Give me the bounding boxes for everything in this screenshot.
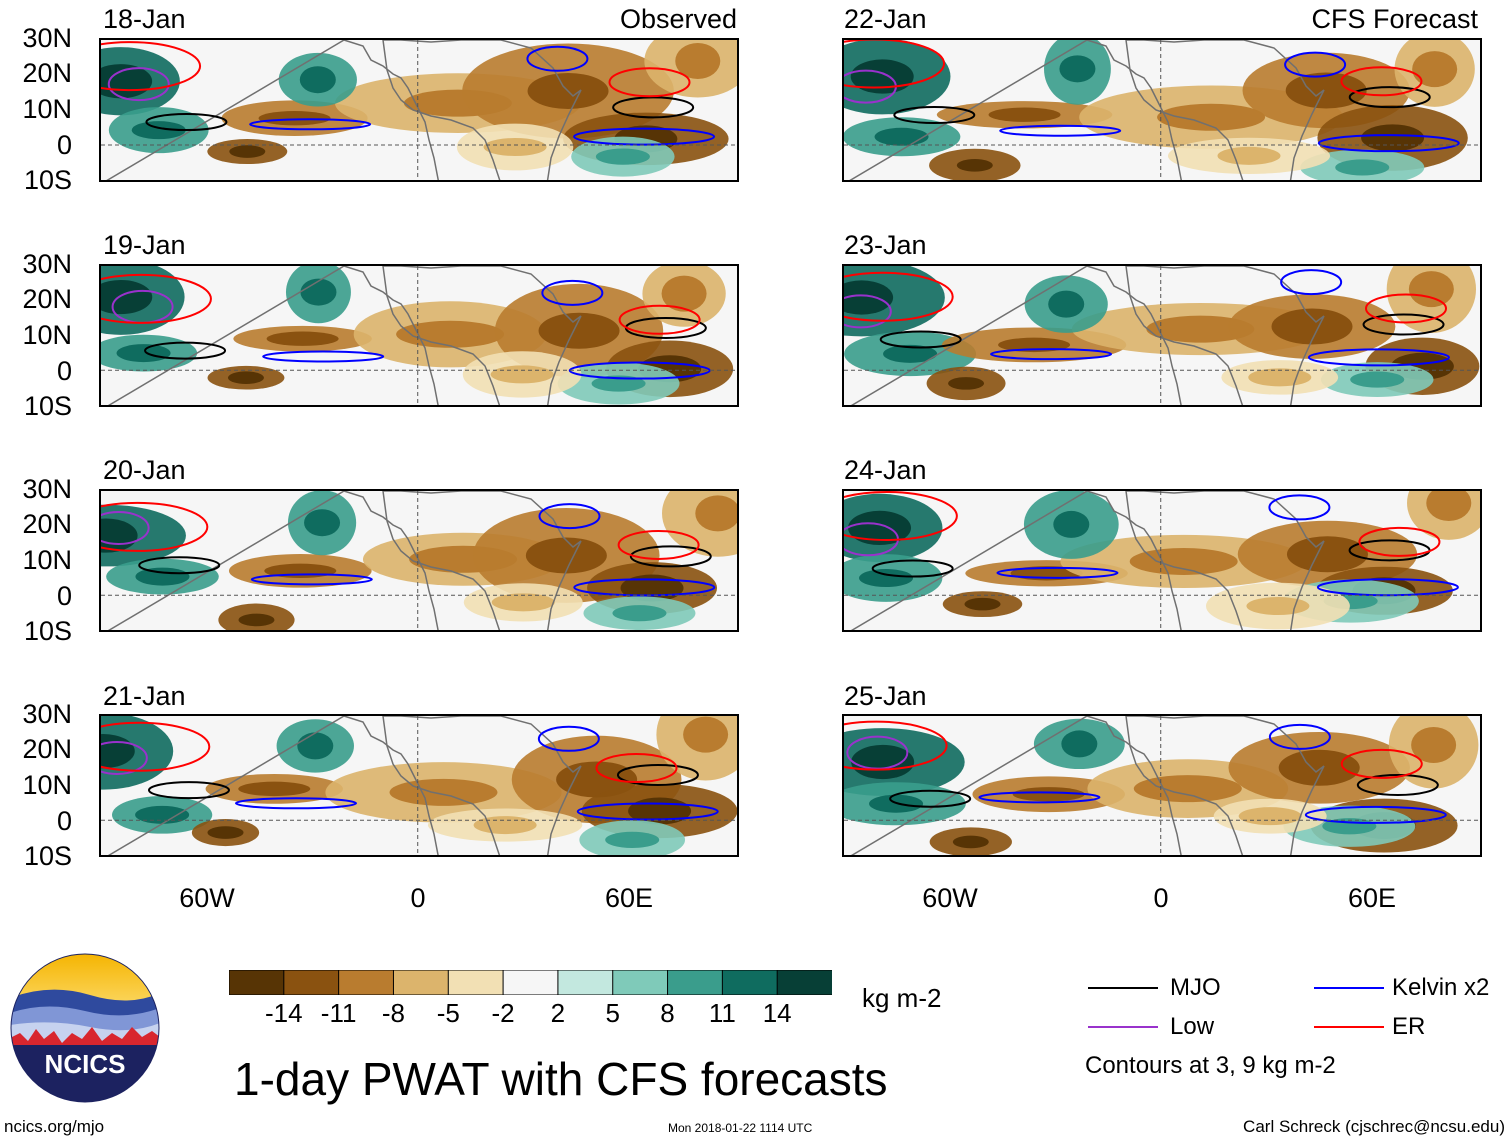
map-panel-18jan <box>99 38 739 182</box>
colorbar-swatch <box>447 969 505 996</box>
lat-label-row2-5: 10S <box>23 391 72 421</box>
colorbar-tick-label: 8 <box>660 998 675 1028</box>
colorbar-tick-label: -5 <box>436 998 460 1028</box>
lat-label-row1-1: 30N <box>22 23 72 53</box>
map-panel-20jan <box>99 489 739 632</box>
colorbar-tick-label: 11 <box>708 998 736 1028</box>
lat-label-row4-4: 0 <box>56 806 72 836</box>
lon-label-0-left: 0 <box>410 883 426 913</box>
colorbar-swatch <box>557 969 614 996</box>
observed-label: Observed <box>619 4 737 34</box>
colorbar-swatch <box>776 969 833 996</box>
legend-label-low: Low <box>1170 1013 1215 1040</box>
lat-label-row4-1: 30N <box>22 699 72 729</box>
legend-swatch-er <box>1314 1026 1384 1028</box>
colorbar-tick-label: -14 <box>265 998 303 1028</box>
legend-swatch-low <box>1088 1026 1158 1028</box>
map-panel-23jan <box>842 264 1482 407</box>
colorbar-swatch <box>228 969 285 996</box>
panel-date-20jan: 20-Jan <box>103 455 186 485</box>
lat-label-row2-3: 10N <box>22 320 72 350</box>
lat-label-row4-5: 10S <box>23 841 72 871</box>
lat-label-row1-2: 20N <box>22 58 72 88</box>
colorbar-swatch <box>612 969 669 996</box>
lon-label-60e-right: 60E <box>1347 883 1397 913</box>
lat-label-row3-4: 0 <box>56 581 72 611</box>
colorbar-swatch <box>338 969 395 996</box>
panel-date-24jan: 24-Jan <box>844 455 927 485</box>
legend-label-kelvin: Kelvin x2 <box>1392 974 1490 1001</box>
lon-label-60w-left: 60W <box>179 883 235 913</box>
legend-label-mjo: MJO <box>1170 974 1221 1001</box>
colorbar-swatch <box>502 969 559 996</box>
lon-label-0-right: 0 <box>1153 883 1169 913</box>
footer-site: ncics.org/mjo <box>4 1117 105 1136</box>
forecast-label: CFS Forecast <box>1311 4 1478 34</box>
map-panel-22jan <box>842 38 1482 182</box>
lat-label-row2-4: 0 <box>56 356 72 386</box>
lat-label-row3-3: 10N <box>22 545 72 575</box>
panel-date-22jan: 22-Jan <box>844 4 927 34</box>
colorbar-swatch <box>667 969 724 996</box>
legend-swatch-mjo <box>1088 987 1158 989</box>
colorbar-swatch <box>721 969 779 996</box>
colorbar-tick-label: 14 <box>762 998 792 1028</box>
lat-label-row2-2: 20N <box>22 284 72 314</box>
map-panel-19jan <box>99 264 739 407</box>
footer-credit: Carl Schreck (cjschrec@ncsu.edu) <box>1243 1117 1505 1136</box>
lon-label-60w-right: 60W <box>922 883 978 913</box>
figure-title: 1-day PWAT with CFS forecasts <box>234 1053 888 1105</box>
ncics-logo: NCICS <box>10 953 160 1103</box>
lat-label-row4-3: 10N <box>22 770 72 800</box>
lat-label-row3-1: 30N <box>22 474 72 504</box>
legend-label-er: ER <box>1392 1013 1426 1040</box>
legend-swatch-kelvin <box>1314 987 1384 989</box>
lat-label-row1-4: 0 <box>56 130 72 160</box>
map-panel-21jan <box>99 714 739 857</box>
panel-date-23jan: 23-Jan <box>844 230 927 260</box>
lat-label-row3-5: 10S <box>23 616 72 646</box>
map-panel-24jan <box>842 489 1482 632</box>
colorbar <box>228 969 833 996</box>
footer-timestamp: Mon 2018-01-22 1114 UTC <box>668 1121 813 1135</box>
lat-label-row1-3: 10N <box>22 94 72 124</box>
panel-date-19jan: 19-Jan <box>103 230 186 260</box>
legend-note: Contours at 3, 9 kg m-2 <box>1085 1052 1336 1079</box>
lat-label-row1-5: 10S <box>23 165 72 195</box>
panel-date-18jan: 18-Jan <box>103 4 186 34</box>
colorbar-swatch <box>392 969 450 996</box>
colorbar-swatch <box>283 969 340 996</box>
colorbar-tick-label: 5 <box>605 998 620 1028</box>
panel-date-21jan: 21-Jan <box>103 681 186 711</box>
lat-label-row2-1: 30N <box>22 249 72 279</box>
colorbar-tick-label: -2 <box>491 998 515 1028</box>
lat-label-row3-2: 20N <box>22 509 72 539</box>
colorbar-tick-label: -11 <box>320 998 357 1028</box>
lon-label-60e-left: 60E <box>604 883 654 913</box>
colorbar-tick-label: -8 <box>381 998 406 1028</box>
map-panel-25jan <box>842 714 1482 857</box>
panel-date-25jan: 25-Jan <box>844 681 927 711</box>
colorbar-units: kg m-2 <box>862 983 942 1013</box>
logo-text: NCICS <box>44 1049 126 1079</box>
lat-label-row4-2: 20N <box>22 734 72 764</box>
colorbar-tick-label: 2 <box>550 998 566 1028</box>
